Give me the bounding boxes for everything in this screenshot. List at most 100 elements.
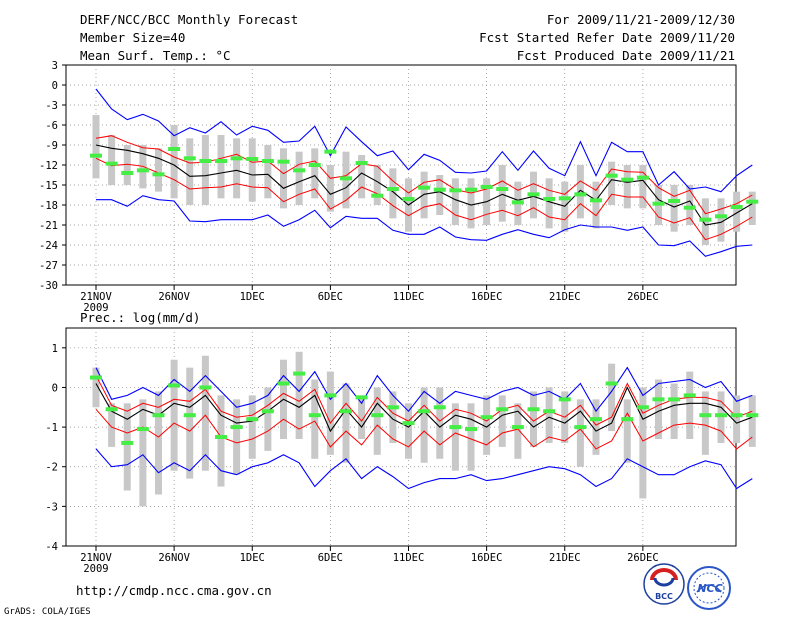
prec-observed-mark [605,381,618,386]
temp-x-tick-label: 21DEC [549,291,581,303]
temp-ensemble-box [217,135,225,199]
bcc-logo-text: BCC [655,592,673,601]
refer-date: Fcst Started Refer Date 2009/11/20 [479,30,735,45]
prec-y-tick-label: -4 [45,541,58,553]
temp-observed-mark [465,187,477,192]
temp-y-tick-label: -24 [39,240,58,252]
prec-observed-mark [511,425,524,430]
temp-observed-mark [574,192,587,197]
prec-observed-mark [715,413,727,418]
temp-ensemble-box [608,161,616,205]
temperature-lines [95,88,753,257]
temp-observed-mark [543,197,556,201]
temp-y-tick-label: -12 [39,160,58,172]
prec-ensemble-box [420,387,428,463]
temp-observed-mark [621,177,634,182]
temp-ensemble-box [670,185,678,232]
temp-observed-mark [293,168,306,173]
temp-ensemble-box [467,178,475,229]
prec-observed-mark [277,381,290,386]
temp-observed-mark [261,159,274,163]
prec-observed-mark [543,409,556,414]
prec-ensemble-box [342,383,350,463]
temp-observed-mark [199,159,212,163]
prec-ensemble-box [233,399,241,475]
temp-observed-mark [511,200,524,205]
prec-observed-mark [496,407,509,412]
temp-observed-mark [371,193,384,198]
source-url[interactable]: http://cmdp.ncc.cma.gov.cn [76,583,272,598]
temp-y-tick-label: -3 [45,100,58,112]
temp-observed-mark [496,187,509,191]
prec-y-tick-label: -2 [45,462,58,474]
temp-ensemble-box [295,151,303,205]
temp-ensemble-box [233,138,241,199]
prec-ensemble-box [451,403,459,471]
temp-ensemble-box [545,178,553,229]
prec-ensemble-box [123,403,131,491]
temp-ensemble-box [717,198,725,242]
temp-observed-mark [449,188,462,193]
prec-ensemble-box [139,399,147,507]
prec-observed-mark [386,405,399,410]
temp-ensemble-box [436,175,444,215]
precipitation-grid [66,328,736,546]
grads-credit: GrADS: COLA/IGES [4,607,91,617]
temp-observed-mark [105,161,118,166]
temp-mean-line [95,144,753,226]
temp-observed-mark [355,161,368,165]
temp-ensemble-box [358,155,366,199]
temp-y-tick-label: -6 [45,120,58,132]
temp-observed-mark [730,205,743,209]
prec-minimum-line [95,448,753,490]
prec-x-tick-label: 11DEC [393,552,425,564]
temp-ensemble-box [639,165,647,209]
prec-observed-mark [371,413,384,418]
temp-ensemble-box [201,135,209,205]
prec-observed-mark [355,395,368,400]
prec-observed-mark [699,413,712,418]
prec-observed-mark [152,413,165,418]
temp-observed-mark [715,214,727,219]
temp-observed-mark [480,185,493,189]
temp-observed-mark [277,159,290,164]
temp-ensemble-box [623,165,631,209]
ncc-globe-icon [696,584,722,593]
temp-ensemble-box [280,148,287,209]
temp-panel-title: Mean Surf. Temp.: °C [80,48,231,63]
temp-minimum-line [96,195,753,257]
temp-observed-mark [121,171,134,175]
temperature-panel: 30-3-6-9-12-15-18-21-24-27-30 21NOV20092… [39,60,759,314]
temp-ensemble-box [170,125,178,199]
temp-x-tick-label: 6DEC [318,291,343,303]
prec-observed-mark [183,413,196,418]
prec-x-year-label: 2009 [83,563,108,575]
temp-x-tick-label: 26NOV [158,291,190,303]
temp-ensemble-box [576,165,584,219]
temp-ensemble-box [451,178,459,225]
prec-maximum-line [95,366,753,413]
prec-observed-mark [683,393,696,398]
temp-ensemble-box [92,115,100,179]
prec-ensemble-box [405,403,412,459]
prec-observed-mark [527,407,540,412]
temp-x-year-label: 2009 [83,302,108,314]
prec-observed-mark [480,415,493,420]
prec-ensemble-box [373,387,381,455]
prec-ensemble-box [358,395,366,439]
temp-y-tick-label: -9 [45,140,58,152]
prec-observed-mark [418,409,431,414]
temp-observed-mark [590,198,602,203]
member-size: Member Size=40 [80,30,185,45]
precipitation-observed-marks [90,371,759,445]
prec-ensemble-box [92,367,100,408]
temp-ensemble-box [686,185,694,225]
temp-observed-mark [683,205,696,210]
temp-ensemble-box [248,138,256,202]
prec-ensemble-box [701,391,709,455]
bcc-logo: BCC [643,563,685,605]
temp-observed-mark [246,157,259,161]
prec-x-tick-label: 21DEC [549,552,581,564]
prec-observed-mark [215,435,227,439]
temp-x-tick-label: 16DEC [471,291,503,303]
